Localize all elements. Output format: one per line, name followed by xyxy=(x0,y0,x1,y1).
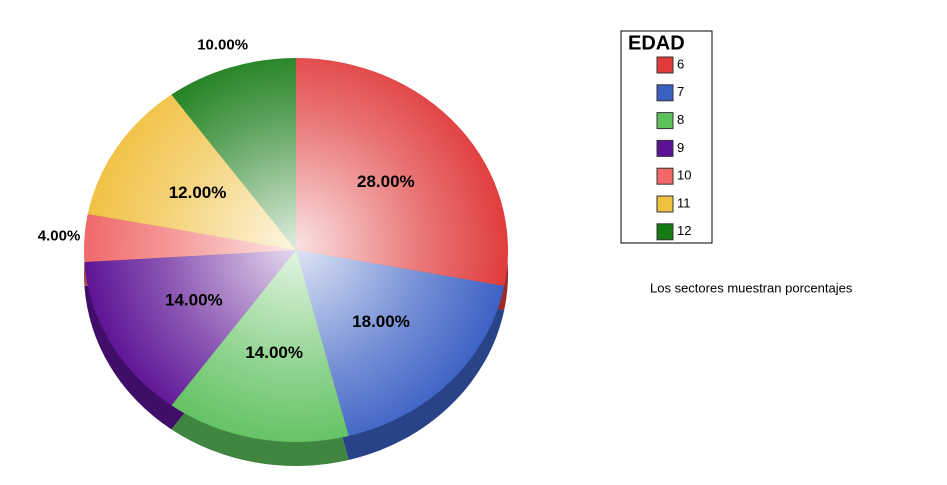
legend: 6 7 8 9 10 11 12 xyxy=(656,56,691,241)
legend-swatch xyxy=(656,223,674,241)
value-label: 18.00% xyxy=(352,312,410,331)
footnote: Los sectores muestran porcentajes xyxy=(650,280,853,295)
value-label: 14.00% xyxy=(165,290,223,309)
value-label: 14.00% xyxy=(245,343,303,362)
value-label: 28.00% xyxy=(357,172,415,191)
legend-swatch xyxy=(656,167,674,185)
value-label: 12.00% xyxy=(169,183,227,202)
legend-swatch xyxy=(656,139,674,157)
value-label: 10.00% xyxy=(197,36,248,53)
legend-swatch xyxy=(656,195,674,213)
pie: 28.00% 18.00% 14.00% 14.00% 4.00% 12.00% 10.00… xyxy=(38,36,509,466)
value-label: 4.00% xyxy=(38,227,81,244)
legend-swatch xyxy=(656,84,674,102)
legend-label: 8 xyxy=(677,112,684,127)
legend-label: 12 xyxy=(677,223,691,238)
legend-label: 10 xyxy=(677,168,691,183)
legend-swatch xyxy=(656,112,674,130)
legend-title: EDAD xyxy=(628,32,685,54)
legend-swatch xyxy=(656,56,674,74)
legend-label: 7 xyxy=(677,84,684,99)
legend-label: 11 xyxy=(677,195,691,210)
legend-label: 6 xyxy=(677,56,684,71)
legend-label: 9 xyxy=(677,140,684,155)
